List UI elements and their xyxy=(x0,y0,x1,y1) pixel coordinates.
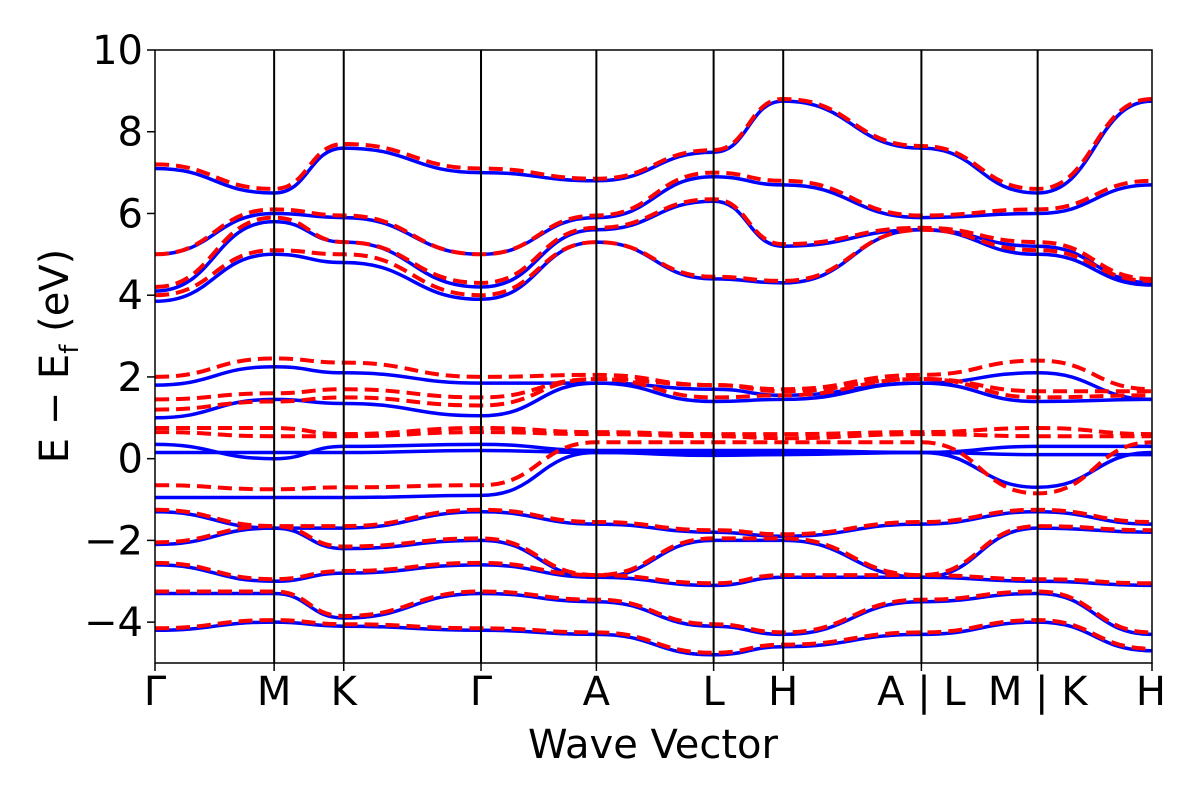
band-lines xyxy=(155,97,1152,657)
y-tick-label: 2 xyxy=(118,355,143,401)
dashed-band-1 xyxy=(155,430,1152,441)
dashed-band-11 xyxy=(155,524,1152,578)
dashed-band-8 xyxy=(155,170,1152,257)
y-tick-label: −2 xyxy=(84,518,143,564)
solid-band-3 xyxy=(155,381,1152,420)
x-tick-label: K xyxy=(331,669,359,715)
dashed-band-7 xyxy=(155,197,1152,289)
dashed-band-14 xyxy=(155,618,1152,655)
solid-band-7 xyxy=(155,174,1152,257)
dashed-band-0 xyxy=(155,440,1152,496)
y-axis-label-subscript: f xyxy=(55,344,85,354)
dashed-band-6 xyxy=(155,227,1152,298)
y-tick-label: 6 xyxy=(118,191,143,237)
y-axis-label-unit: (eV) xyxy=(32,249,78,345)
solid-band-4 xyxy=(155,364,1152,402)
y-tick-label: 0 xyxy=(118,437,143,483)
y-axis-ticks: −4 −2 0 2 4 6 8 10 xyxy=(84,28,155,646)
y-axis-label: E − Ef (eV) xyxy=(32,249,85,464)
x-tick-label: Γ xyxy=(470,669,493,715)
dashed-band-2 xyxy=(155,425,1152,437)
x-tick-label: M xyxy=(257,669,292,715)
x-tick-label: A | L xyxy=(877,669,966,715)
dashed-band-12 xyxy=(155,560,1152,586)
x-tick-label: A xyxy=(583,669,611,715)
plot-frame xyxy=(154,49,1153,664)
y-tick-label: 8 xyxy=(118,110,143,156)
y-axis-label-main: E − E xyxy=(32,354,78,464)
dashed-band-5 xyxy=(155,356,1152,392)
solid-band-11 xyxy=(155,563,1152,588)
x-tick-label: H xyxy=(768,669,798,715)
solid-band-2 xyxy=(155,442,1152,461)
y-tick-label: 4 xyxy=(118,273,143,319)
dashed-band-10 xyxy=(155,507,1152,537)
x-axis-label: Wave Vector xyxy=(528,722,779,768)
x-tick-label: L xyxy=(702,669,725,715)
svg-text:E − Ef (eV): E − Ef (eV) xyxy=(32,249,85,464)
dashed-band-4 xyxy=(155,377,1152,402)
y-tick-label: 10 xyxy=(92,28,143,74)
x-tick-label: H xyxy=(1136,669,1166,715)
dashed-band-9 xyxy=(155,97,1152,191)
x-tick-label: Γ xyxy=(144,669,167,715)
y-tick-label: −4 xyxy=(84,600,143,646)
dashed-band-3 xyxy=(155,377,1152,412)
solid-band-8 xyxy=(155,99,1152,195)
dashed-band-13 xyxy=(155,589,1152,635)
high-symmetry-lines xyxy=(273,50,1039,663)
x-tick-label: M | K xyxy=(988,669,1089,715)
